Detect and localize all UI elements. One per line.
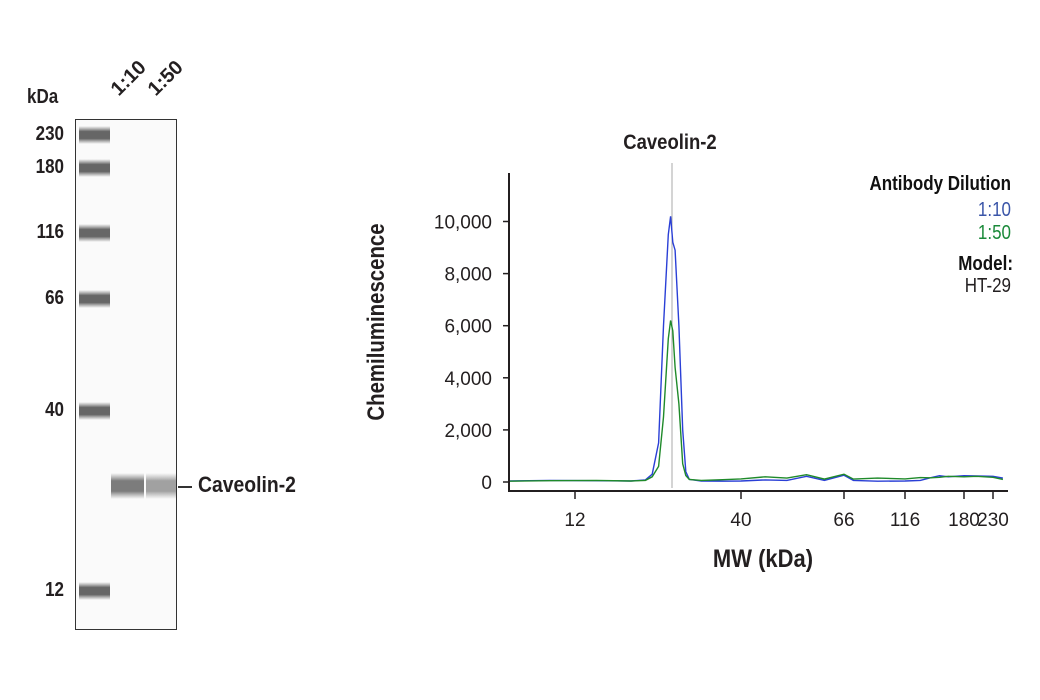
caveolin-2-band-lane-2 (146, 473, 176, 499)
x-tick-label: 230 (977, 510, 1009, 531)
ladder-label-230: 230 (35, 123, 64, 145)
legend-title: Antibody Dilution (869, 172, 1011, 195)
x-tick-label: 116 (890, 510, 920, 531)
x-axis-label: MW (kDa) (713, 545, 813, 573)
y-tick-label: 4,000 (444, 369, 492, 390)
ladder-band-12 (79, 582, 110, 600)
ladder-label-40: 40 (45, 399, 64, 421)
caveolin-2-band-lane-1 (111, 473, 144, 499)
legend-entry-1-10: 1:10 (978, 198, 1011, 221)
ladder-label-66: 66 (45, 287, 64, 309)
ladder-band-66 (79, 290, 110, 308)
gel-bands (79, 126, 176, 600)
y-axis-label: Chemiluminescence (362, 223, 389, 420)
gel-unit-label: kDa (27, 86, 59, 108)
x-tick-label: 40 (730, 510, 751, 531)
legend-entry-1-50: 1:50 (978, 221, 1011, 244)
ladder-label-12: 12 (45, 579, 64, 601)
y-tick-label: 2,000 (444, 421, 492, 442)
model-value: HT-29 (965, 274, 1011, 297)
band-pointer-line (178, 486, 192, 488)
y-tick-label: 6,000 (444, 317, 492, 338)
x-tick-label: 180 (948, 510, 980, 531)
x-tick-label: 66 (833, 510, 854, 531)
model-label: Model: (958, 252, 1013, 275)
y-tick-label: 10,000 (434, 213, 492, 234)
ladder-band-40 (79, 402, 110, 420)
ladder-band-180 (79, 159, 110, 177)
y-tick-label: 8,000 (444, 265, 492, 286)
series-line-1-50 (508, 320, 1004, 482)
x-tick-label: 12 (564, 510, 585, 531)
gel-image (75, 119, 177, 630)
band-label: Caveolin-2 (198, 472, 296, 497)
y-tick-label: 0 (481, 473, 492, 494)
chart-title: Caveolin-2 (623, 131, 716, 154)
ladder-band-230 (79, 126, 110, 144)
ladder-label-116: 116 (36, 221, 64, 243)
ladder-band-116 (79, 224, 110, 242)
series-line-1-10 (508, 216, 1004, 482)
ladder-label-180: 180 (35, 156, 64, 178)
